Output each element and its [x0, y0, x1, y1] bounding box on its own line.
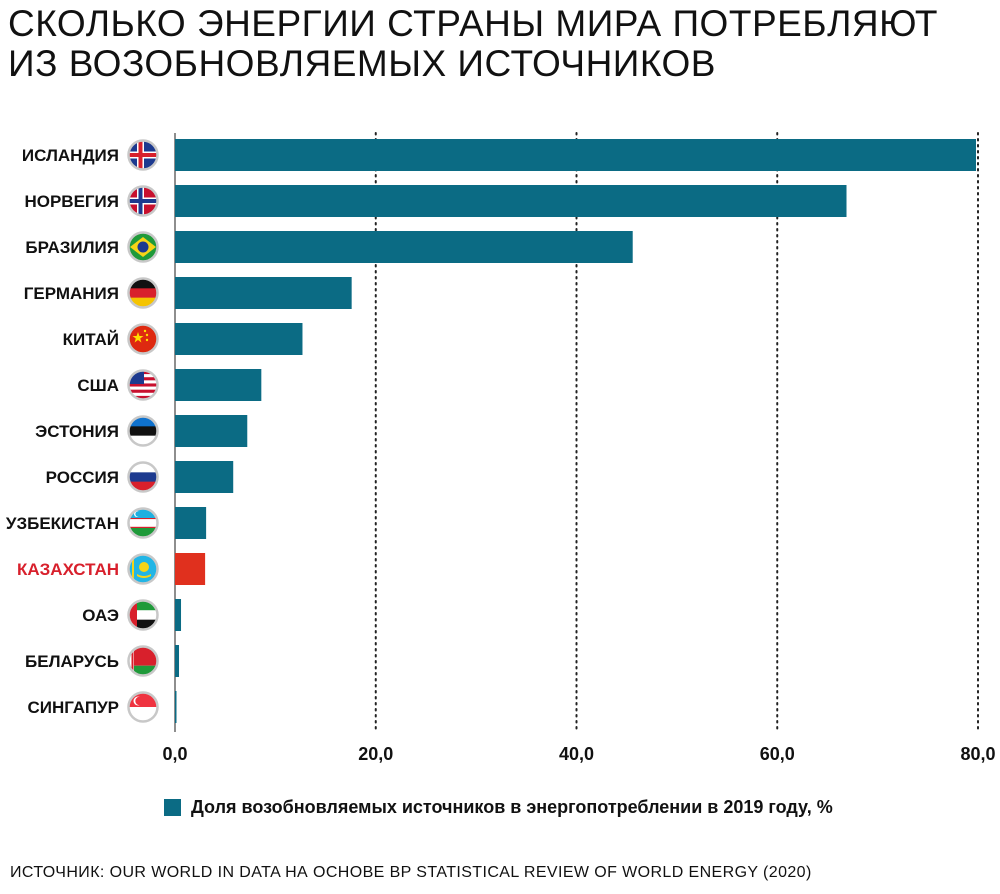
category-label: ГЕРМАНИЯ: [24, 284, 119, 303]
uae-flag-icon: [127, 599, 159, 631]
category-label: СИНГАПУР: [27, 698, 119, 717]
grid-lines: [174, 132, 979, 733]
category-label: БЕЛАРУСЬ: [25, 652, 119, 671]
bar: [175, 553, 206, 585]
belarus-flag-icon: [127, 645, 159, 677]
bar: [175, 415, 248, 447]
chart-title: СКОЛЬКО ЭНЕРГИИ СТРАНЫ МИРА ПОТРЕБЛЯЮТ И…: [8, 4, 938, 84]
brazil-flag-icon: [127, 231, 159, 263]
germany-flag-icon: [127, 277, 159, 309]
bar: [175, 461, 234, 493]
x-tick-label: 80,0: [960, 744, 995, 764]
china-flag-icon: [127, 323, 159, 355]
usa-flag-icon: [127, 369, 159, 401]
bar: [175, 507, 207, 539]
chart-title-line-1: СКОЛЬКО ЭНЕРГИИ СТРАНЫ МИРА ПОТРЕБЛЯЮТ: [8, 3, 938, 44]
singapore-flag-icon: [127, 691, 159, 723]
x-tick-label: 20,0: [358, 744, 393, 764]
estonia-flag-icon: [127, 415, 159, 447]
category-label: БРАЗИЛИЯ: [25, 238, 119, 257]
kazakhstan-flag-icon: [127, 553, 159, 585]
x-tick-label: 40,0: [559, 744, 594, 764]
bar: [175, 691, 177, 723]
category-label: КАЗАХСТАН: [17, 560, 119, 579]
x-tick-label: 0,0: [162, 744, 187, 764]
category-label: УЗБЕКИСТАН: [6, 514, 119, 533]
bar: [175, 185, 847, 217]
bar: [175, 139, 976, 171]
legend-text: Доля возобновляемых источников в энергоп…: [191, 797, 833, 817]
bar: [175, 369, 262, 401]
category-label: ОАЭ: [82, 606, 119, 625]
bar: [175, 599, 182, 631]
flags: [127, 139, 159, 723]
category-label: ИСЛАНДИЯ: [22, 146, 119, 165]
x-tick-label: 60,0: [760, 744, 795, 764]
category-label: США: [77, 376, 119, 395]
bar: [175, 645, 180, 677]
norway-flag-icon: [127, 185, 159, 217]
category-label: КИТАЙ: [63, 330, 119, 349]
bars: [175, 139, 976, 723]
category-label: ЭСТОНИЯ: [35, 422, 119, 441]
iceland-flag-icon: [127, 139, 159, 171]
russia-flag-icon: [127, 461, 159, 493]
bar: [175, 231, 633, 263]
category-labels: ИСЛАНДИЯ НОРВЕГИЯ БРАЗИЛИЯ ГЕРМАНИЯ КИТАЙ США…: [6, 146, 119, 717]
bar: [175, 323, 303, 355]
legend: Доля возобновляемых источников в энергоп…: [164, 797, 833, 818]
chart-title-line-2: ИЗ ВОЗОБНОВЛЯЕМЫХ ИСТОЧНИКОВ: [8, 43, 716, 84]
bar: [175, 277, 352, 309]
category-label: РОССИЯ: [46, 468, 119, 487]
uzbekistan-flag-icon: [127, 507, 159, 539]
legend-swatch: [164, 799, 181, 816]
category-label: НОРВЕГИЯ: [24, 192, 119, 211]
source-note: ИСТОЧНИК: OUR WORLD IN DATA НА ОСНОВЕ BP…: [10, 864, 812, 881]
x-axis-ticks: 0,0 20,0 40,0 60,0 80,0: [162, 744, 995, 764]
